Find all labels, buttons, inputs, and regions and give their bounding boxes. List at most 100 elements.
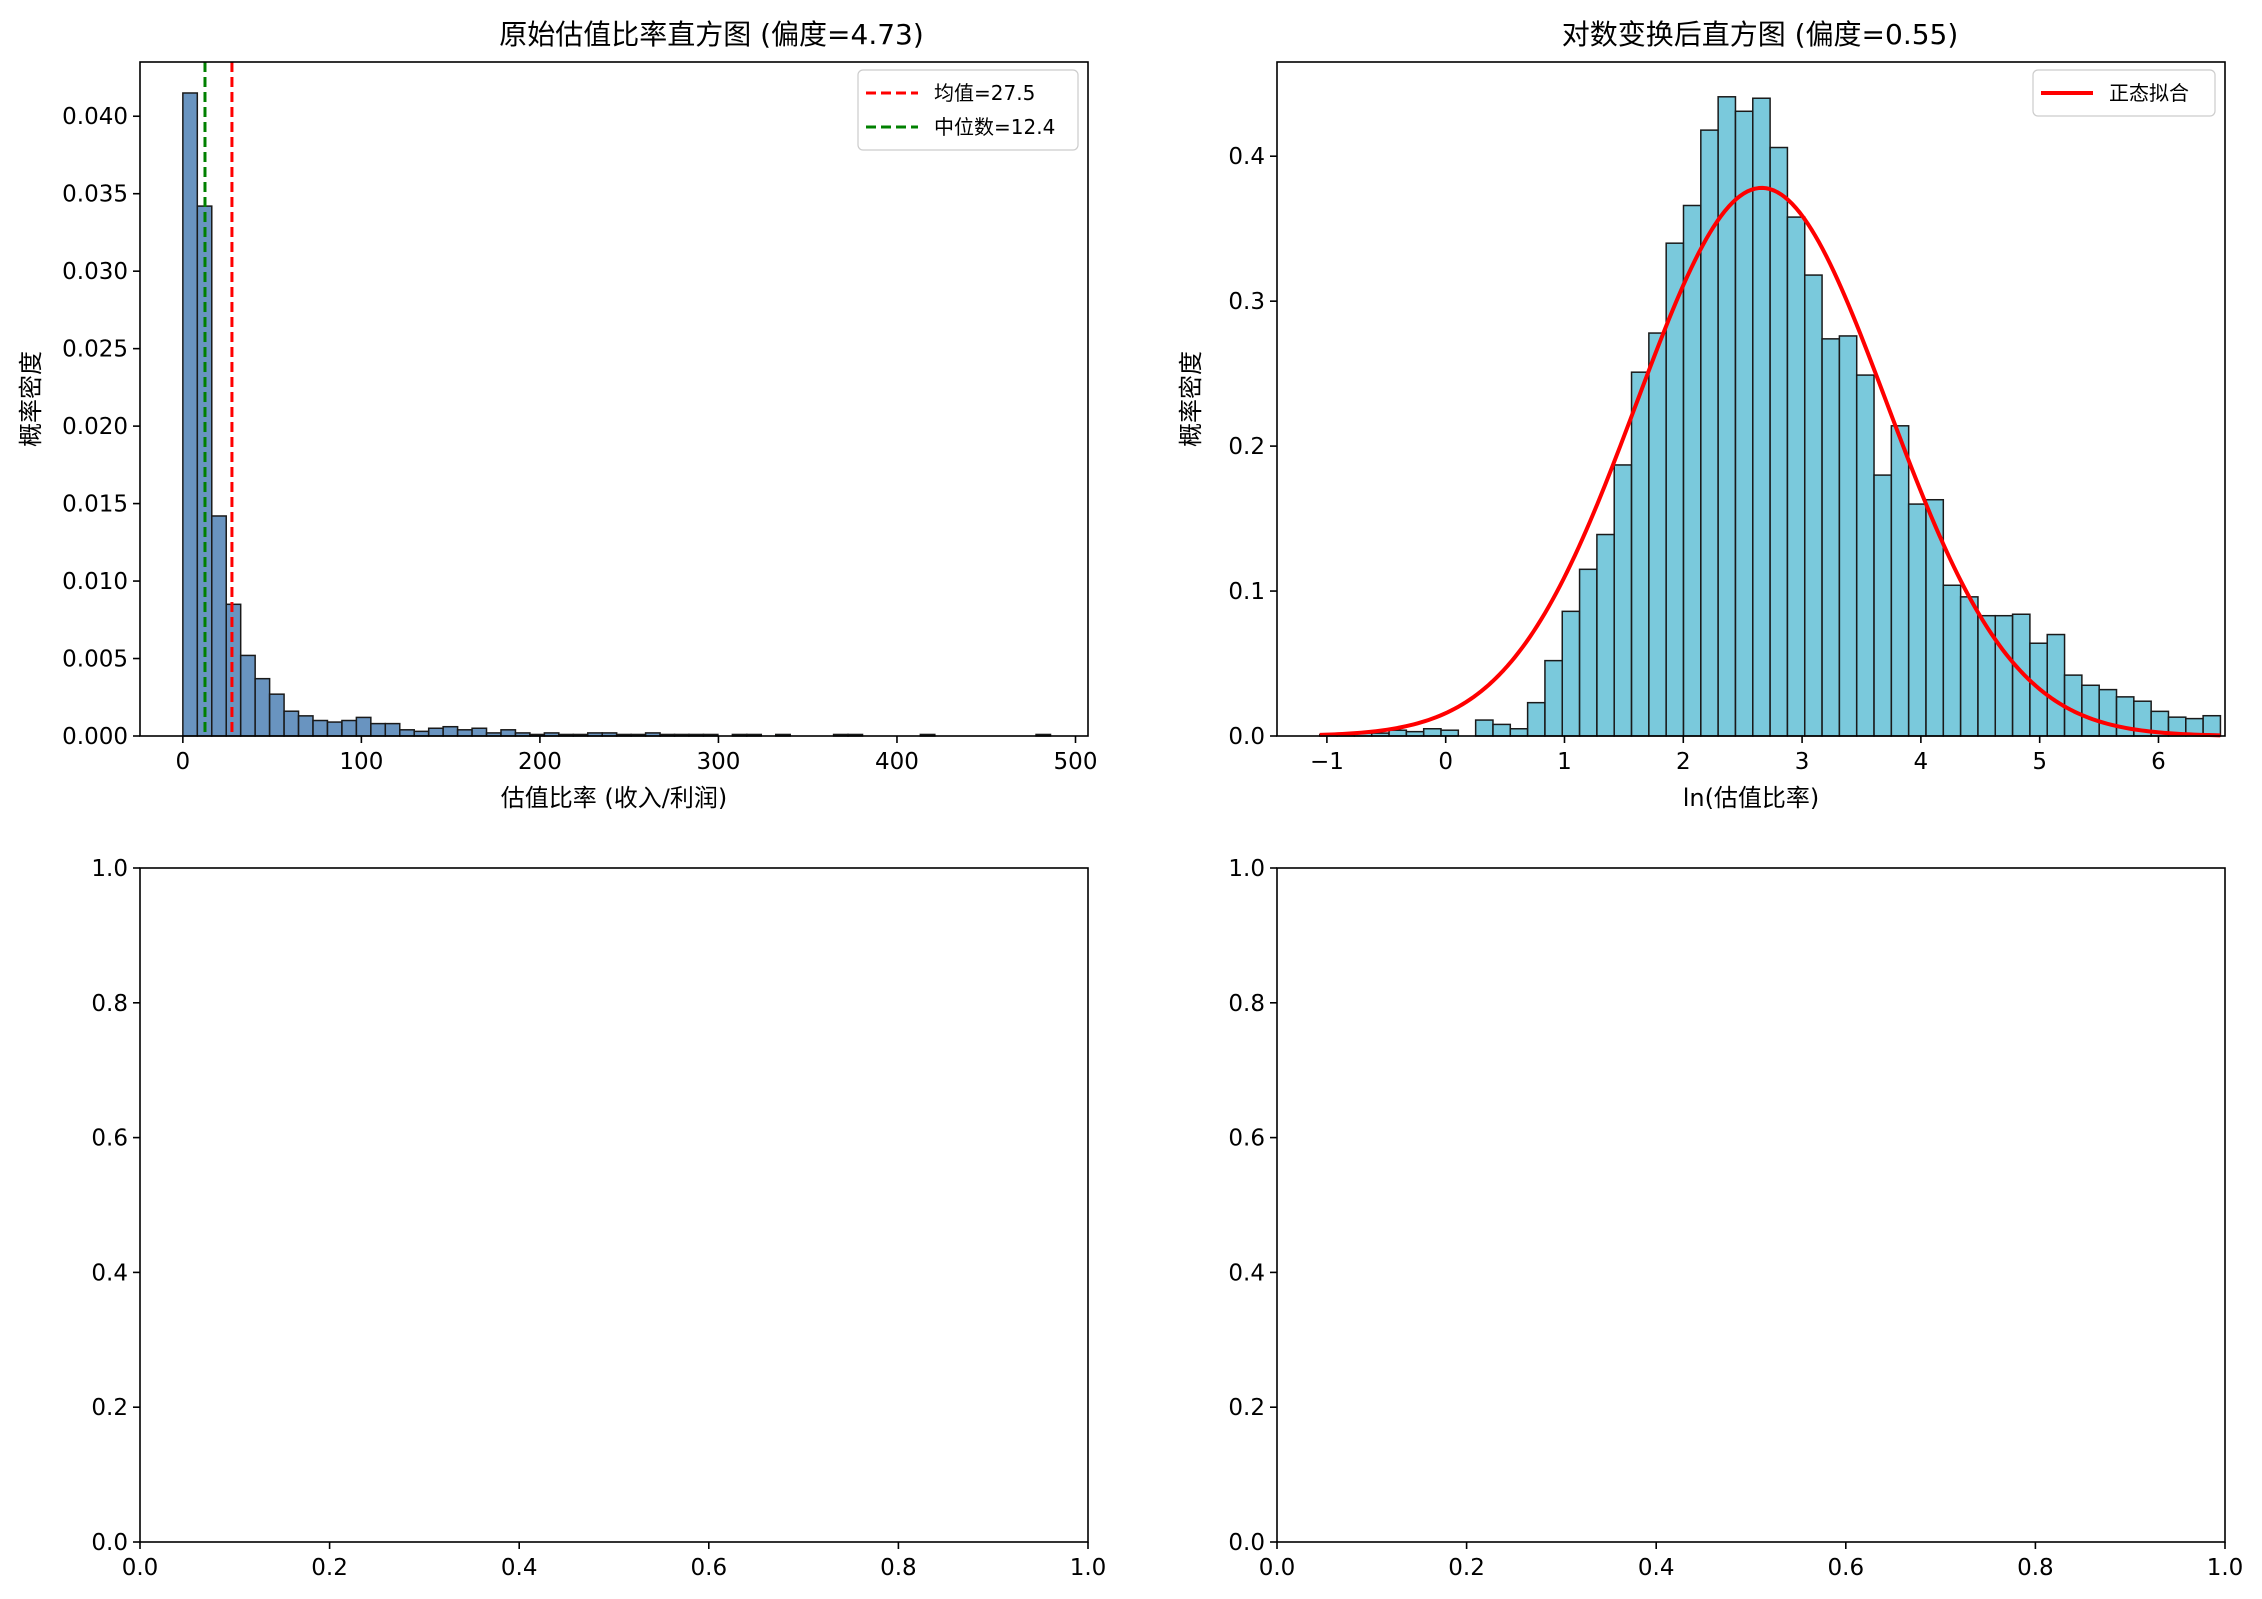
histogram-bar <box>1578 568 1598 737</box>
panel-log-title: 对数变换后直方图 (偏度=0.55) <box>1562 18 1959 51</box>
histogram-bar <box>225 603 242 737</box>
histogram-bar <box>1942 584 1962 737</box>
log-plot-frame <box>1276 61 2226 737</box>
raw-x-axis-label: 估值比率 (收入/利润) <box>501 784 727 812</box>
histogram-bar <box>1821 338 1841 737</box>
histogram-bar <box>370 722 387 737</box>
y-tick-label: 0.6 <box>1228 1126 1265 1152</box>
x-tick-label: 0 <box>1438 749 1453 775</box>
empty-right-plot-frame <box>1276 867 2226 1543</box>
raw-reference-lines <box>203 62 234 736</box>
histogram-bar <box>1630 371 1650 737</box>
x-tick-label: 0 <box>176 749 191 775</box>
x-tick-label: 0.2 <box>1448 1555 1485 1581</box>
x-tick-label: 400 <box>875 749 919 775</box>
panel-log-histogram: 对数变换后直方图 (偏度=0.55) −1 0 1 2 3 4 5 6 0.00.10.20.… <box>1177 18 2226 812</box>
histogram-bar <box>456 729 473 737</box>
legend-median-label: 中位数=12.4 <box>934 115 1055 139</box>
histogram-bar <box>1717 96 1737 737</box>
y-tick-label: 0.0 <box>1228 724 1265 750</box>
y-tick-label: 0.8 <box>91 991 128 1017</box>
y-tick-label: 0.010 <box>62 569 128 595</box>
y-tick-label: 0.0 <box>1228 1530 1265 1556</box>
y-tick-label: 0.0 <box>91 1530 128 1556</box>
histogram-bar <box>1786 216 1806 737</box>
raw-y-ticks: 0.000 0.005 0.010 0.015 0.020 0.025 0.030 0.035… <box>62 104 140 750</box>
histogram-bar <box>1596 533 1615 737</box>
histogram-bar <box>254 677 271 737</box>
panel-raw-histogram: 原始估值比率直方图 (偏度=4.73) 0 100 200 300 400 500 0.0… <box>17 18 1097 812</box>
histogram-bar <box>1526 701 1546 737</box>
histogram-bar <box>1752 97 1771 737</box>
raw-legend: 均值=27.5 中位数=12.4 <box>857 69 1079 151</box>
histogram-bar <box>355 716 372 737</box>
histogram-bar <box>471 727 488 737</box>
x-tick-label: 2 <box>1676 749 1691 775</box>
histogram-bar <box>427 727 444 737</box>
histogram-bar <box>1994 614 2014 737</box>
empty-left-y-ticks: 0.0 0.2 0.4 0.6 0.8 1.0 <box>91 856 140 1556</box>
x-tick-label: 3 <box>1795 749 1810 775</box>
y-tick-label: 0.4 <box>1228 144 1265 170</box>
x-tick-label: 6 <box>2151 749 2166 775</box>
histogram-bar <box>2081 684 2100 737</box>
y-tick-label: 0.8 <box>1228 991 1265 1017</box>
y-tick-label: 0.035 <box>62 182 128 208</box>
x-tick-label: 0.4 <box>1638 1555 1675 1581</box>
x-tick-label: 4 <box>1914 749 1929 775</box>
log-x-axis-label: ln(估值比率) <box>1683 784 1820 812</box>
raw-x-ticks: 0 100 200 300 400 500 <box>176 736 1098 775</box>
histogram-bar <box>2063 674 2083 737</box>
histogram-bar <box>326 721 343 737</box>
histogram-bar <box>1422 728 1442 737</box>
raw-plot-frame <box>139 61 1089 737</box>
histogram-bar <box>1959 596 1979 737</box>
histogram-bar <box>1648 332 1667 737</box>
histogram-bar <box>2098 688 2118 737</box>
log-legend-box <box>2032 69 2216 117</box>
y-tick-label: 0.000 <box>62 724 128 750</box>
histogram-bar <box>1561 610 1581 737</box>
x-tick-label: 0.8 <box>880 1555 917 1581</box>
y-tick-label: 0.020 <box>62 414 128 440</box>
empty-left-plot-frame <box>139 867 1089 1543</box>
histogram-bar <box>268 693 285 737</box>
raw-y-axis-label: 概率密度 <box>17 351 45 447</box>
x-tick-label: 0.6 <box>691 1555 728 1581</box>
histogram-bar <box>1509 728 1529 737</box>
normal-fit-curve <box>1319 185 2221 738</box>
y-tick-label: 0.005 <box>62 647 128 673</box>
y-tick-label: 0.040 <box>62 104 128 130</box>
histogram-bar <box>2202 714 2222 737</box>
y-tick-label: 0.2 <box>1228 434 1265 460</box>
histogram-bar <box>1440 729 1460 737</box>
histogram-bar <box>1734 110 1754 737</box>
histogram-bar <box>312 719 329 737</box>
histogram-bar <box>442 725 459 737</box>
y-tick-label: 0.2 <box>1228 1395 1265 1421</box>
x-tick-label: 500 <box>1054 749 1098 775</box>
y-tick-label: 0.1 <box>1228 579 1265 605</box>
histogram-bar <box>1682 204 1702 737</box>
histogram-bar <box>384 722 401 737</box>
y-tick-label: 0.4 <box>1228 1260 1265 1286</box>
x-tick-label: 5 <box>2032 749 2047 775</box>
histogram-bar <box>297 715 314 737</box>
histogram-bar <box>1492 723 1512 737</box>
y-tick-label: 0.025 <box>62 337 128 363</box>
histogram-bar <box>1613 464 1633 737</box>
empty-left-x-ticks: 0.0 0.2 0.4 0.6 0.8 1.0 <box>122 1542 1106 1581</box>
y-tick-label: 1.0 <box>91 856 128 882</box>
x-tick-label: 0.4 <box>501 1555 538 1581</box>
panel-raw-title: 原始估值比率直方图 (偏度=4.73) <box>499 18 924 51</box>
y-tick-label: 0.015 <box>62 492 128 518</box>
x-tick-label: 200 <box>518 749 562 775</box>
x-tick-label: 0.8 <box>2017 1555 2054 1581</box>
histogram-bar <box>2011 613 2031 737</box>
legend-mean-label: 均值=27.5 <box>934 81 1035 105</box>
histogram-bar <box>283 710 300 737</box>
histogram-bar <box>1803 274 1823 737</box>
histogram-bar <box>211 515 227 737</box>
